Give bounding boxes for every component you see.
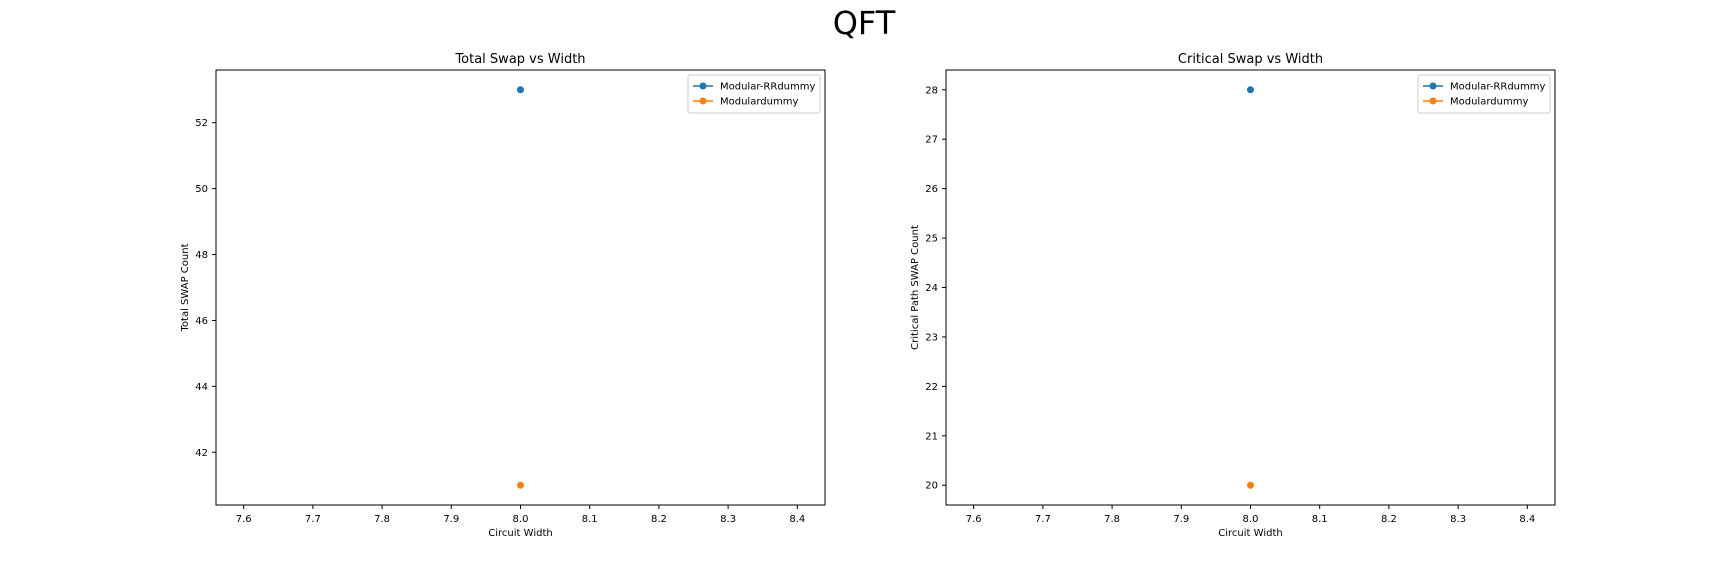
data-point: [1247, 86, 1254, 94]
x-axis-label: Circuit Width: [1218, 528, 1282, 539]
y-tick-label: 24: [925, 283, 938, 294]
figure-title: QFT: [832, 4, 896, 42]
x-tick-label: 8.4: [1519, 514, 1535, 525]
y-tick-label: 46: [195, 316, 208, 327]
x-tick-label: 7.6: [236, 514, 252, 525]
plot-frame: [945, 69, 1556, 506]
data-point: [517, 86, 524, 94]
y-tick-label: 27: [925, 135, 938, 146]
x-tick-label: 8.1: [1312, 514, 1328, 525]
y-tick-label: 26: [925, 184, 938, 195]
y-tick-label: 44: [195, 382, 208, 393]
legend: Modular-RRdummy Modulardummy: [687, 74, 821, 114]
y-tick-label: 25: [925, 234, 938, 245]
x-tick-label: 7.9: [443, 514, 459, 525]
legend-marker: [699, 82, 707, 90]
x-tick-label: 7.8: [1104, 514, 1120, 525]
data-point: [517, 481, 524, 489]
x-tick-label: 8.3: [720, 514, 736, 525]
chart-2: Critical Swap vs Width 7.6 7.7 7.8 7.9 8.0 8.1…: [910, 52, 1556, 539]
legend-label: Modulardummy: [1450, 97, 1528, 108]
y-tick-label: 20: [925, 481, 938, 492]
y-tick-label: 23: [925, 332, 938, 343]
x-tick-label: 7.7: [305, 514, 321, 525]
y-axis-label: Total SWAP Count: [180, 243, 191, 332]
chart-1: Total Swap vs Width 7.6 7.7 7.8 7.9 8.0 8.1 8.2…: [180, 52, 826, 539]
plot-frame: [215, 69, 826, 506]
legend-label: Modular-RRdummy: [720, 82, 815, 93]
legend: Modular-RRdummy Modulardummy: [1417, 74, 1551, 114]
x-axis-label: Circuit Width: [488, 528, 552, 539]
y-tick-label: 42: [195, 448, 208, 459]
y-tick-label: 52: [195, 118, 208, 129]
y-tick-label: 28: [925, 85, 938, 96]
x-tick-label: 8.3: [1450, 514, 1466, 525]
x-tick-label: 8.0: [1243, 514, 1259, 525]
x-tick-label: 7.7: [1035, 514, 1051, 525]
chart-title: Critical Swap vs Width: [1178, 52, 1323, 67]
x-tick-label: 7.9: [1173, 514, 1189, 525]
x-tick-label: 8.0: [513, 514, 529, 525]
data-point: [1247, 481, 1254, 489]
x-tick-label: 8.2: [651, 514, 667, 525]
legend-label: Modular-RRdummy: [1450, 82, 1545, 93]
x-tick-label: 7.8: [374, 514, 390, 525]
y-tick-label: 22: [925, 382, 938, 393]
x-tick-label: 8.1: [582, 514, 598, 525]
y-axis-label: Critical Path SWAP Count: [910, 225, 921, 350]
y-tick-label: 48: [195, 250, 208, 261]
y-tick-label: 21: [925, 431, 938, 442]
chart-title: Total Swap vs Width: [454, 52, 585, 67]
y-tick-label: 50: [195, 184, 208, 195]
legend-marker: [1429, 82, 1437, 90]
legend-marker: [699, 97, 707, 105]
legend-label: Modulardummy: [720, 97, 798, 108]
legend-box: [1417, 74, 1551, 114]
x-tick-label: 7.6: [966, 514, 982, 525]
legend-box: [687, 74, 821, 114]
legend-marker: [1429, 97, 1437, 105]
x-tick-label: 8.2: [1381, 514, 1397, 525]
x-tick-label: 8.4: [789, 514, 805, 525]
